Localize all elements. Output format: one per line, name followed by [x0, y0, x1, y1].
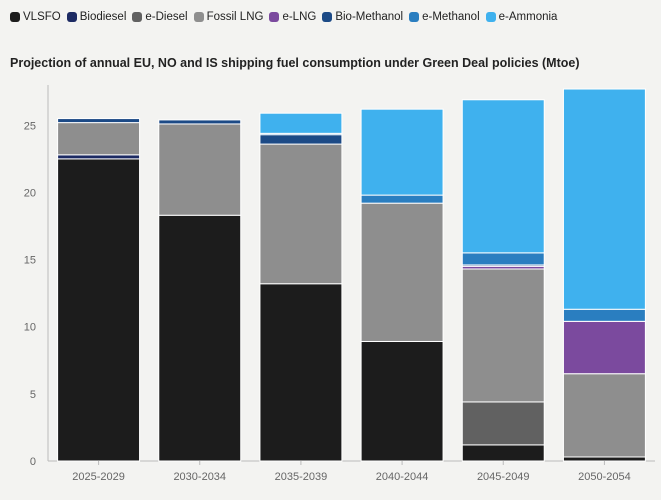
bar-segment-biodiesel-2025-2029 — [57, 154, 141, 160]
bar-segment-e-methanol-2050-2054 — [562, 308, 646, 322]
legend-item-bio-methanol: Bio-Methanol — [322, 11, 403, 23]
legend-item-biodiesel: Biodiesel — [66, 11, 127, 23]
x-tick-label: 2045-2049 — [477, 471, 530, 483]
legend-item-fossil-lng: Fossil LNG — [193, 11, 264, 23]
legend: VLSFO Biodiesel e-Diesel Fossil LNG e-LNG Bio… — [10, 11, 563, 23]
legend-swatch — [322, 12, 333, 22]
y-tick-label: 25 — [24, 120, 36, 132]
legend-item-e-lng: e-LNG — [269, 11, 316, 23]
x-tick-label: 2025-2029 — [72, 471, 125, 483]
bar-segment-bio-methanol-2035-2039 — [259, 134, 343, 145]
legend-label: Bio-Methanol — [335, 11, 404, 23]
legend-item-e-diesel: e-Diesel — [132, 11, 188, 23]
bar-segment-vlsfo-2045-2049 — [461, 444, 545, 462]
bar-segment-bio-methanol-2030-2034 — [158, 119, 242, 125]
bar-segment-e-methanol-2045-2049 — [461, 252, 545, 266]
bar-segment-fossil-lng-2025-2029 — [57, 122, 141, 156]
legend-label: e-Ammonia — [498, 11, 558, 23]
bar-segment-fossil-lng-2030-2034 — [158, 123, 242, 216]
bar-segment-fossil-lng-2050-2054 — [562, 373, 646, 458]
legend-label: VLSFO — [23, 11, 61, 23]
bar-segment-e-ammonia-2035-2039 — [259, 112, 343, 134]
x-tick-label: 2035-2039 — [275, 471, 328, 483]
legend-label: Biodiesel — [79, 11, 127, 23]
bar-segment-vlsfo-2030-2034 — [158, 214, 242, 462]
bar-segment-e-ammonia-2040-2044 — [360, 108, 444, 196]
bar-segment-e-diesel-2045-2049 — [461, 401, 545, 446]
bar-segment-fossil-lng-2040-2044 — [360, 202, 444, 342]
bar-segment-vlsfo-2050-2054 — [562, 456, 646, 462]
legend-item-vlsfo: VLSFO — [10, 11, 61, 23]
legend-swatch — [269, 12, 280, 22]
bar-segment-vlsfo-2035-2039 — [259, 283, 343, 462]
legend-swatch — [132, 12, 143, 22]
bar-segment-e-ammonia-2050-2054 — [562, 88, 646, 310]
legend-label: e-LNG — [282, 11, 317, 23]
y-tick-label: 15 — [24, 255, 36, 267]
x-tick-label: 2050-2054 — [578, 471, 631, 483]
legend-swatch — [409, 12, 420, 22]
legend-swatch — [193, 12, 204, 22]
bar-segment-vlsfo-2025-2029 — [57, 158, 141, 462]
bar-segment-e-lng-2050-2054 — [562, 320, 646, 375]
x-tick-label: 2040-2044 — [376, 471, 429, 483]
legend-swatch — [10, 12, 20, 22]
bar-segment-fossil-lng-2035-2039 — [259, 143, 343, 285]
bar-segment-e-methanol-2040-2044 — [360, 194, 444, 204]
y-tick-label: 5 — [30, 389, 36, 401]
legend-swatch — [66, 12, 77, 22]
y-tick-label: 10 — [24, 322, 36, 334]
legend-item-e-methanol: e-Methanol — [409, 11, 480, 23]
legend-label: e-Diesel — [145, 11, 188, 23]
bar-segment-bio-methanol-2025-2029 — [57, 118, 141, 124]
x-tick-label: 2030-2034 — [173, 471, 226, 483]
y-tick-label: 0 — [30, 456, 36, 468]
legend-swatch — [485, 12, 496, 22]
legend-item-e-ammonia: e-Ammonia — [485, 11, 558, 23]
bar-segment-fossil-lng-2045-2049 — [461, 268, 545, 403]
legend-label: e-Methanol — [422, 11, 480, 23]
legend-label: Fossil LNG — [206, 11, 264, 23]
y-tick-label: 20 — [24, 187, 36, 199]
chart-title: Projection of annual EU, NO and IS shipp… — [10, 56, 580, 70]
bar-segment-vlsfo-2040-2044 — [360, 340, 444, 462]
bar-segment-e-ammonia-2045-2049 — [461, 99, 545, 254]
